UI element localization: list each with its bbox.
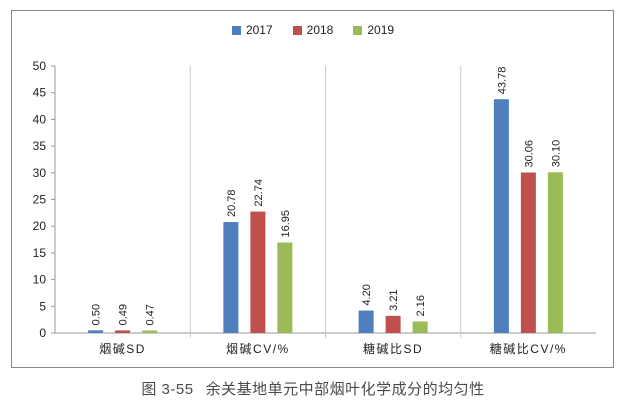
data-label-2017: 43.78 [496, 67, 508, 95]
bar-2018 [385, 315, 401, 333]
legend-label-2019: 2019 [367, 23, 395, 37]
data-label-2019: 16.95 [280, 210, 292, 238]
chart-frame [11, 10, 614, 368]
bar-2019 [142, 330, 158, 333]
x-category-label: 烟碱CV/% [226, 342, 290, 356]
data-label-2018: 22.74 [253, 179, 265, 207]
data-label-2019: 30.10 [550, 140, 562, 168]
y-tick-label: 45 [33, 86, 47, 100]
data-label-2018: 30.06 [523, 140, 535, 168]
data-label-2018: 0.49 [118, 304, 130, 325]
bar-2017 [223, 222, 239, 333]
data-label-2017: 4.20 [361, 284, 373, 305]
x-category-label: 糖碱比SD [363, 341, 423, 356]
y-tick-label: 35 [33, 139, 47, 153]
data-label-2017: 0.50 [91, 304, 103, 325]
legend-label-2018: 2018 [306, 23, 334, 37]
data-label-2019: 2.16 [415, 295, 427, 316]
legend-item-2019: 2019 [353, 23, 394, 37]
legend-item-2018: 2018 [292, 23, 334, 37]
bar-2019 [277, 242, 293, 333]
legend-swatch-2019 [353, 25, 363, 35]
y-tick-label: 25 [33, 193, 47, 207]
figure-caption: 图 3-55 余关基地单元中部烟叶化学成分的均匀性 [0, 378, 626, 399]
data-label-2019: 0.47 [145, 304, 157, 325]
y-tick-label: 40 [33, 112, 47, 126]
x-category-label: 糖碱比CV/% [490, 341, 567, 356]
bar-2019 [547, 172, 563, 333]
y-tick-label: 15 [33, 246, 47, 260]
x-category-label: 烟碱SD [99, 342, 146, 356]
bar-2018 [115, 330, 131, 333]
y-tick-label: 0 [39, 326, 46, 340]
bar-2019 [412, 321, 428, 333]
bar-2017 [358, 310, 374, 333]
legend-item-2017: 2017 [231, 23, 273, 37]
legend-swatch-2018 [292, 25, 302, 35]
y-tick-label: 30 [33, 166, 47, 180]
y-tick-label: 5 [39, 299, 46, 313]
legend-swatch-2017 [231, 25, 241, 35]
y-tick-label: 10 [33, 273, 47, 287]
caption-text: 余关基地单元中部烟叶化学成分的均匀性 [205, 381, 485, 398]
legend-label-2017: 2017 [245, 23, 273, 37]
y-tick-label: 50 [33, 59, 47, 73]
y-tick-label: 20 [33, 219, 47, 233]
data-label-2017: 20.78 [226, 190, 238, 218]
bar-2017 [88, 330, 104, 333]
bar-chart: 0 5 10 15 20 25 30 35 40 45 50 烟碱SD 烟碱CV/% 糖碱比SD 糖碱比CV… [33, 59, 596, 356]
caption-number: 图 3-55 [141, 381, 194, 398]
bar-2017 [493, 99, 509, 333]
bar-2018 [250, 211, 266, 333]
legend: 2017 2018 2019 [0, 23, 626, 37]
bar-2018 [520, 172, 536, 333]
data-label-2018: 3.21 [388, 289, 400, 310]
